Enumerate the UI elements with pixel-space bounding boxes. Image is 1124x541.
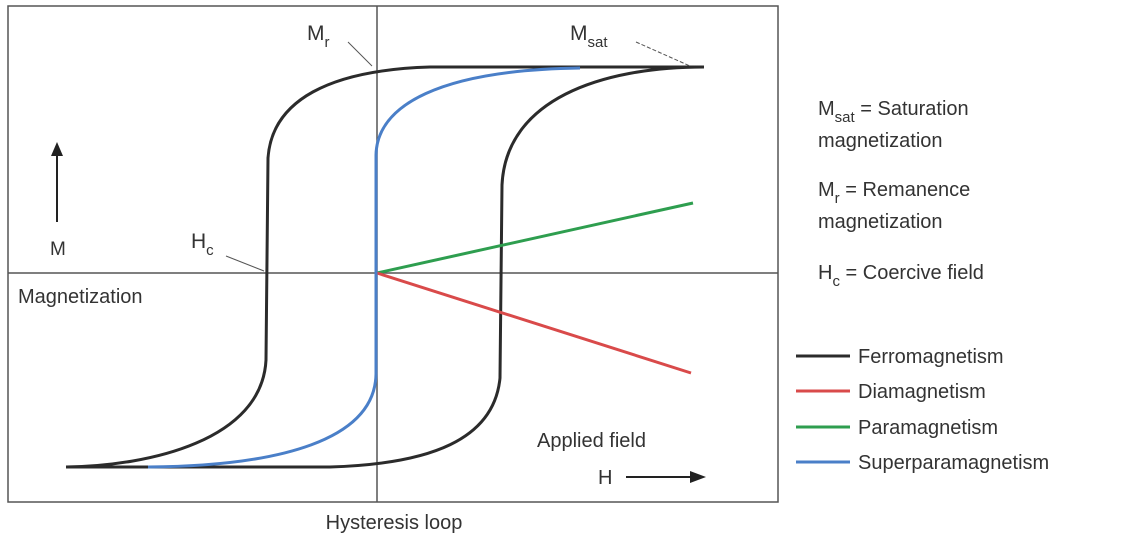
- legend-label-ferromagnetism: Ferromagnetism: [858, 346, 1004, 368]
- legend-label-superparamagnetism: Superparamagnetism: [858, 452, 1049, 474]
- m-arrow-head: [51, 142, 63, 156]
- ferromagnetism-curve-upper: [65, 65, 704, 469]
- h-arrow-head: [690, 471, 706, 483]
- legend: Ferromagnetism Diamagnetism Paramagnetis…: [796, 346, 1049, 474]
- definition-msat-line2: magnetization: [818, 130, 943, 152]
- hc-leader-line: [225, 255, 265, 272]
- msat-label: Msat: [570, 22, 608, 51]
- legend-label-paramagnetism: Paramagnetism: [858, 417, 998, 439]
- y-arrow-label: M: [50, 239, 66, 260]
- definition-msat-line1: Msat = Saturation: [818, 98, 969, 126]
- mr-leader-line: [347, 41, 373, 67]
- plot-frame: [7, 5, 779, 503]
- definition-mr-line1: Mr = Remanence: [818, 179, 970, 207]
- y-axis-title: Magnetization: [18, 286, 143, 308]
- definition-mr-line2: magnetization: [818, 211, 943, 233]
- x-arrow-label: H: [598, 467, 612, 489]
- superparamagnetism-curve: [147, 66, 581, 469]
- msat-leader-line: [635, 41, 691, 67]
- diamagnetism-line: [376, 271, 692, 375]
- ferromagnetism-curve-lower: [66, 65, 705, 469]
- hc-label: Hc: [191, 230, 214, 259]
- paramagnetism-line: [376, 201, 694, 275]
- figure-caption: Hysteresis loop: [326, 512, 463, 534]
- mr-label: Mr: [307, 22, 330, 51]
- definition-hc-line1: Hc = Coercive field: [818, 262, 984, 290]
- x-axis-title: Applied field: [537, 430, 646, 452]
- definitions: Msat = Saturation magnetization Mr = Rem…: [818, 98, 984, 290]
- legend-label-diamagnetism: Diamagnetism: [858, 381, 986, 403]
